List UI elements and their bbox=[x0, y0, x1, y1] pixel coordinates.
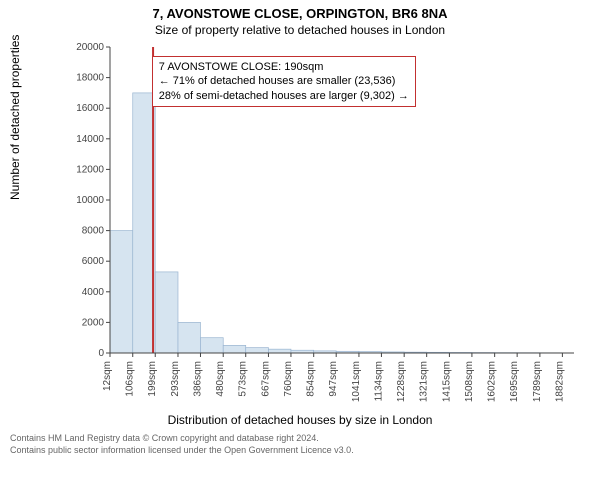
svg-text:760sqm: 760sqm bbox=[283, 361, 294, 397]
svg-text:16000: 16000 bbox=[76, 103, 104, 114]
svg-text:18000: 18000 bbox=[76, 73, 104, 84]
annotation-line-1: 7 AVONSTOWE CLOSE: 190sqm bbox=[159, 60, 409, 74]
svg-text:1041sqm: 1041sqm bbox=[351, 361, 362, 402]
svg-text:0: 0 bbox=[98, 348, 104, 359]
svg-text:1415sqm: 1415sqm bbox=[441, 361, 452, 402]
svg-text:4000: 4000 bbox=[82, 287, 105, 298]
svg-text:480sqm: 480sqm bbox=[215, 361, 226, 397]
svg-text:8000: 8000 bbox=[82, 226, 105, 237]
svg-text:10000: 10000 bbox=[76, 195, 104, 206]
svg-text:947sqm: 947sqm bbox=[328, 361, 339, 397]
svg-text:106sqm: 106sqm bbox=[125, 361, 136, 397]
svg-text:293sqm: 293sqm bbox=[170, 361, 181, 397]
x-axis-label: Distribution of detached houses by size … bbox=[0, 413, 600, 427]
svg-text:667sqm: 667sqm bbox=[260, 361, 271, 397]
svg-text:12sqm: 12sqm bbox=[102, 361, 113, 391]
annotation-line-2: ← 71% of detached houses are smaller (23… bbox=[159, 74, 409, 88]
svg-text:1602sqm: 1602sqm bbox=[487, 361, 498, 402]
y-axis-label: Number of detached properties bbox=[8, 35, 22, 200]
svg-text:386sqm: 386sqm bbox=[192, 361, 203, 397]
property-annotation-box: 7 AVONSTOWE CLOSE: 190sqm ← 71% of detac… bbox=[152, 56, 416, 107]
svg-text:1508sqm: 1508sqm bbox=[464, 361, 475, 402]
svg-text:199sqm: 199sqm bbox=[147, 361, 158, 397]
svg-text:20000: 20000 bbox=[76, 42, 104, 53]
footer-line-1: Contains HM Land Registry data © Crown c… bbox=[10, 433, 590, 445]
plot-area: 0 2000 4000 6000 8000 10000 12000 14000 16000 180… bbox=[70, 41, 580, 411]
chart-title: 7, AVONSTOWE CLOSE, ORPINGTON, BR6 8NA bbox=[0, 0, 600, 21]
annotation-line-3: 28% of semi-detached houses are larger (… bbox=[159, 89, 409, 103]
svg-text:1695sqm: 1695sqm bbox=[509, 361, 520, 402]
svg-text:2000: 2000 bbox=[82, 317, 105, 328]
attribution-footer: Contains HM Land Registry data © Crown c… bbox=[0, 427, 600, 456]
svg-text:1134sqm: 1134sqm bbox=[373, 361, 384, 401]
chart-subtitle: Size of property relative to detached ho… bbox=[0, 21, 600, 41]
footer-line-2: Contains public sector information licen… bbox=[10, 445, 590, 457]
svg-text:12000: 12000 bbox=[76, 164, 104, 175]
svg-text:14000: 14000 bbox=[76, 134, 104, 145]
svg-text:1321sqm: 1321sqm bbox=[419, 361, 430, 402]
svg-text:1789sqm: 1789sqm bbox=[532, 361, 543, 402]
svg-text:573sqm: 573sqm bbox=[238, 361, 249, 397]
svg-text:1228sqm: 1228sqm bbox=[396, 361, 407, 402]
svg-text:1882sqm: 1882sqm bbox=[554, 361, 565, 402]
svg-text:854sqm: 854sqm bbox=[306, 361, 317, 397]
svg-text:6000: 6000 bbox=[82, 256, 105, 267]
